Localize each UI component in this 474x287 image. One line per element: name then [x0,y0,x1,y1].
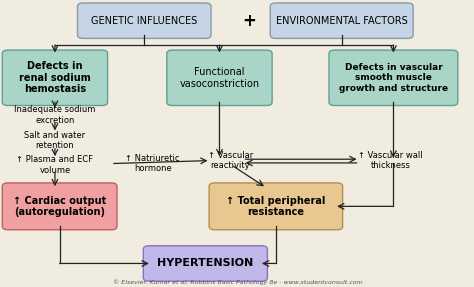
Text: ↑ Natriuretic
hormone: ↑ Natriuretic hormone [126,154,180,173]
Text: Defects in
renal sodium
hemostasis: Defects in renal sodium hemostasis [19,61,91,94]
Text: Salt and water
retention: Salt and water retention [24,131,85,150]
FancyBboxPatch shape [143,246,267,281]
FancyBboxPatch shape [2,183,117,230]
FancyBboxPatch shape [329,50,458,106]
Text: ↑ Plasma and ECF
volume: ↑ Plasma and ECF volume [17,155,93,174]
FancyBboxPatch shape [270,3,413,38]
Text: ↑ Total peripheral
resistance: ↑ Total peripheral resistance [226,195,326,217]
Text: ↑ Cardiac output
(autoregulation): ↑ Cardiac output (autoregulation) [13,195,106,217]
Text: Functional
vasoconstriction: Functional vasoconstriction [179,67,260,89]
Text: ↑ Vascular
reactivity: ↑ Vascular reactivity [208,151,253,170]
FancyBboxPatch shape [78,3,211,38]
FancyBboxPatch shape [167,50,272,106]
Text: Inadequate sodium
excretion: Inadequate sodium excretion [14,105,96,125]
FancyBboxPatch shape [209,183,343,230]
Text: +: + [243,12,256,30]
Text: Defects in vascular
smooth muscle
growth and structure: Defects in vascular smooth muscle growth… [339,63,448,93]
Text: HYPERTENSION: HYPERTENSION [157,259,254,268]
Text: GENETIC INFLUENCES: GENETIC INFLUENCES [91,16,197,26]
Text: ENVIRONMENTAL FACTORS: ENVIRONMENTAL FACTORS [276,16,408,26]
FancyBboxPatch shape [2,50,108,106]
Text: © Elsevier. Kumar et al; Robbins Basic Pathology 8e - www.studentconsult.com: © Elsevier. Kumar et al; Robbins Basic P… [113,279,363,285]
Text: ↑ Vascular wall
thickness: ↑ Vascular wall thickness [358,151,423,170]
